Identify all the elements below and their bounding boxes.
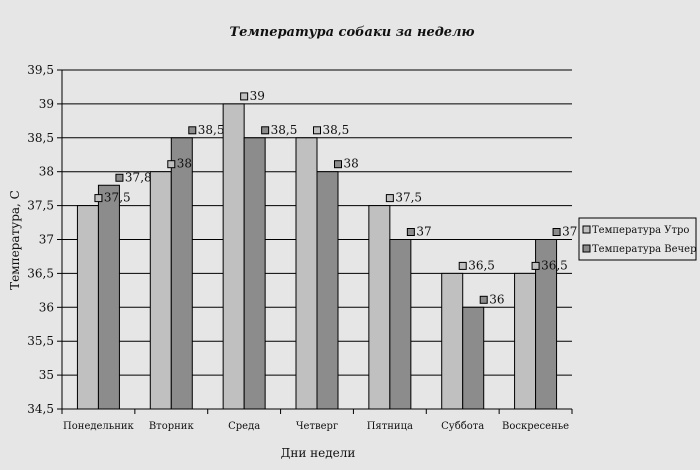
legend-swatch xyxy=(582,244,591,253)
data-label-marker xyxy=(552,228,561,236)
x-tick-label: Воскресенье xyxy=(502,421,569,432)
data-label-marker xyxy=(167,160,176,169)
legend: Температура Утро Температура Вечер xyxy=(578,217,697,261)
legend-box xyxy=(578,217,697,261)
data-label-marker xyxy=(94,194,103,203)
y-tick-label: 38 xyxy=(39,165,54,179)
bar-morning xyxy=(295,137,318,410)
data-label: 37 xyxy=(416,225,431,239)
data-label: 39 xyxy=(250,89,265,103)
data-label: 36 xyxy=(489,292,504,306)
bar-morning xyxy=(222,103,245,410)
data-label-marker xyxy=(531,261,540,270)
x-tick-label: Вторник xyxy=(149,421,195,432)
y-tick-label: 39,5 xyxy=(27,63,54,77)
data-label-marker xyxy=(188,126,197,135)
data-label: 37 xyxy=(562,225,577,239)
data-label: 37,8 xyxy=(125,170,152,184)
y-tick-label: 38,5 xyxy=(27,131,54,145)
x-tick-label: Пятница xyxy=(367,421,413,432)
x-tick-label: Понедельник xyxy=(63,421,135,432)
data-label-marker xyxy=(240,92,249,101)
bar-evening xyxy=(389,239,412,410)
legend-swatch xyxy=(582,225,591,234)
data-label-marker xyxy=(479,295,488,304)
y-tick-label: 35,5 xyxy=(27,334,54,348)
data-label: 38 xyxy=(344,157,359,171)
chart-title: Температура собаки за неделю xyxy=(229,25,474,40)
data-label: 37,5 xyxy=(104,191,131,205)
legend-entry: Температура Вечер xyxy=(592,244,696,255)
bar-evening xyxy=(97,184,120,410)
data-labels: 37,5 37,8 38 38,5 39 38,5 38,5 38 37,5 37 36,5 36 36… xyxy=(94,89,577,306)
x-tick-label: Среда xyxy=(228,421,260,432)
bar-morning xyxy=(368,205,391,410)
y-tick-label: 39 xyxy=(39,97,54,111)
data-label-marker xyxy=(334,160,342,169)
data-label-marker xyxy=(458,261,467,270)
data-label-marker xyxy=(385,194,394,203)
bar-morning xyxy=(149,171,172,410)
y-axis-label: Температура, С xyxy=(8,190,22,290)
bars xyxy=(76,103,558,410)
data-label: 38 xyxy=(177,157,192,171)
bar-evening xyxy=(316,171,339,410)
data-label-marker xyxy=(406,228,415,236)
data-label: 38,5 xyxy=(198,123,225,137)
bar-morning xyxy=(514,272,537,410)
data-label-marker xyxy=(261,126,270,135)
y-tick-label: 34,5 xyxy=(27,402,54,416)
x-axis-ticks: Понедельник Вторник Среда Четверг Пятница Суб… xyxy=(61,409,573,432)
bar-morning xyxy=(76,205,99,410)
data-label: 38,5 xyxy=(271,123,298,137)
bar-evening xyxy=(170,137,193,410)
bar-morning xyxy=(441,272,464,410)
bar-evening xyxy=(243,137,266,410)
x-axis-label: Дни недели xyxy=(281,446,356,460)
y-tick-label: 37,5 xyxy=(27,199,54,213)
data-label: 37,5 xyxy=(395,191,422,205)
data-label-marker xyxy=(115,173,124,182)
y-tick-label: 36 xyxy=(39,300,54,314)
y-tick-label: 37 xyxy=(39,233,54,247)
bar-evening xyxy=(462,306,485,410)
y-axis-ticks: 34,5 35 35,5 36 36,5 37 37,5 38 38,5 39 39,5 xyxy=(27,63,62,416)
data-label: 38,5 xyxy=(323,123,350,137)
data-label-marker xyxy=(313,126,321,135)
data-label: 36,5 xyxy=(468,258,495,272)
y-tick-label: 36,5 xyxy=(27,266,54,280)
data-label: 36,5 xyxy=(541,258,568,272)
legend-entry: Температура Утро xyxy=(592,225,689,236)
x-tick-label: Суббота xyxy=(441,421,484,432)
x-tick-label: Четверг xyxy=(296,421,338,432)
y-tick-label: 35 xyxy=(39,368,54,382)
